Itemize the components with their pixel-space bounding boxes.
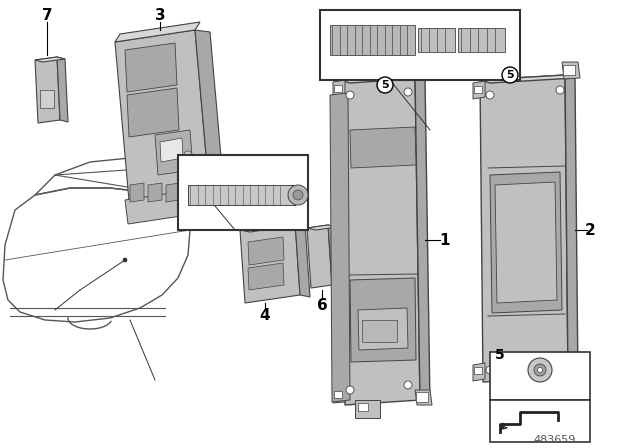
Bar [490, 400, 590, 442]
Polygon shape [350, 278, 416, 362]
Bar [416, 392, 428, 402]
Bar [178, 155, 308, 230]
Polygon shape [248, 263, 284, 290]
Polygon shape [35, 57, 65, 62]
Polygon shape [415, 75, 430, 403]
Bar [40, 90, 54, 108]
Circle shape [346, 386, 354, 394]
Polygon shape [355, 400, 380, 418]
Polygon shape [330, 93, 350, 402]
Polygon shape [166, 183, 180, 202]
Polygon shape [115, 22, 200, 42]
Circle shape [534, 364, 546, 376]
Polygon shape [115, 30, 210, 212]
Bar [358, 403, 368, 411]
Polygon shape [127, 88, 179, 137]
Polygon shape [125, 188, 208, 224]
Text: 3: 3 [155, 8, 165, 22]
Circle shape [502, 67, 518, 83]
Polygon shape [148, 183, 162, 202]
Text: 1: 1 [440, 233, 451, 247]
Circle shape [404, 88, 412, 96]
Bar [416, 65, 428, 75]
Polygon shape [480, 75, 568, 382]
Polygon shape [350, 127, 416, 168]
Circle shape [293, 190, 303, 200]
Polygon shape [240, 222, 305, 232]
Polygon shape [57, 57, 68, 122]
Bar [563, 65, 575, 75]
Text: 7: 7 [42, 8, 52, 22]
Polygon shape [195, 30, 225, 202]
Polygon shape [295, 222, 310, 297]
Circle shape [404, 381, 412, 389]
Circle shape [486, 91, 494, 99]
Polygon shape [415, 390, 432, 405]
Circle shape [556, 358, 564, 366]
Bar [362, 320, 397, 342]
Text: 2: 2 [584, 223, 595, 237]
Polygon shape [490, 172, 562, 313]
Circle shape [346, 91, 354, 99]
Polygon shape [565, 75, 578, 380]
Bar [503, 381, 513, 389]
Text: 5: 5 [495, 348, 505, 362]
Polygon shape [495, 182, 557, 303]
Polygon shape [155, 130, 193, 175]
Polygon shape [333, 387, 345, 403]
Circle shape [288, 185, 308, 205]
Polygon shape [340, 75, 420, 405]
Circle shape [184, 151, 192, 159]
Polygon shape [418, 28, 455, 52]
Circle shape [123, 258, 127, 262]
Circle shape [528, 358, 552, 382]
Polygon shape [248, 237, 284, 265]
Text: 5: 5 [381, 80, 389, 90]
Polygon shape [125, 43, 177, 92]
Polygon shape [358, 308, 408, 350]
Polygon shape [160, 138, 183, 162]
Polygon shape [130, 183, 144, 202]
Bar [474, 86, 482, 93]
Text: 5: 5 [506, 70, 514, 80]
Polygon shape [307, 225, 332, 288]
Polygon shape [35, 57, 60, 123]
Bar [334, 85, 342, 92]
Polygon shape [473, 81, 485, 99]
Circle shape [486, 366, 494, 374]
Text: 4: 4 [260, 307, 270, 323]
Polygon shape [473, 363, 485, 381]
Polygon shape [562, 62, 580, 79]
Polygon shape [330, 25, 415, 55]
Text: 483659: 483659 [534, 435, 576, 445]
Bar [490, 352, 590, 400]
Circle shape [377, 77, 393, 93]
Polygon shape [480, 75, 575, 83]
Polygon shape [415, 62, 432, 79]
Polygon shape [307, 225, 337, 230]
Polygon shape [500, 378, 540, 396]
Bar [320, 10, 520, 80]
Polygon shape [240, 222, 300, 303]
Bar [474, 367, 482, 374]
Bar [334, 391, 342, 398]
Polygon shape [340, 75, 425, 83]
Circle shape [556, 86, 564, 94]
Bar [563, 370, 575, 380]
Polygon shape [188, 185, 295, 205]
Polygon shape [562, 368, 580, 383]
Polygon shape [458, 28, 505, 52]
Polygon shape [333, 80, 345, 97]
Text: 6: 6 [317, 297, 328, 313]
Polygon shape [328, 225, 341, 287]
Circle shape [538, 367, 543, 372]
